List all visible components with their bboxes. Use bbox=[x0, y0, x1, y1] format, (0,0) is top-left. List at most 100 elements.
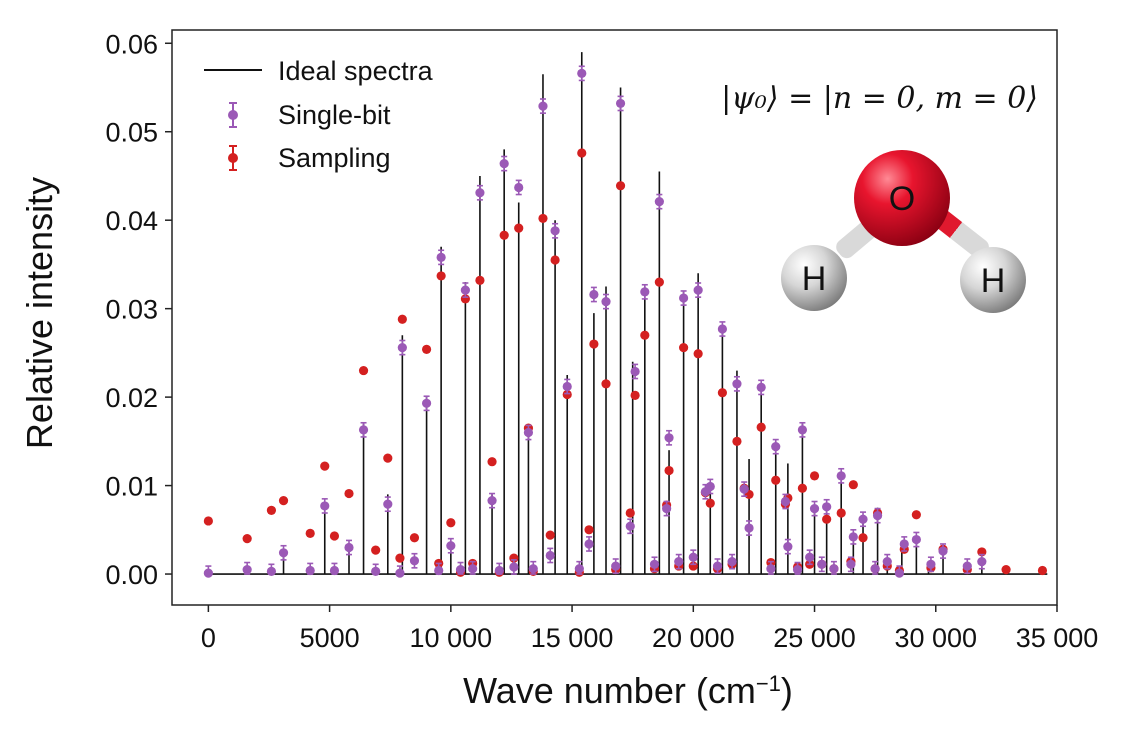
single-bit-point bbox=[792, 565, 803, 575]
legend-marker-sampling bbox=[228, 153, 238, 163]
legend-marker-single-bit bbox=[228, 110, 238, 120]
single-bit-point bbox=[649, 559, 660, 569]
single-bit-point bbox=[615, 98, 626, 109]
sampling-point bbox=[371, 545, 381, 555]
single-bit-point bbox=[771, 442, 781, 452]
legend: Ideal spectra Single-bit Sampling bbox=[204, 56, 434, 173]
hydrogen-atom-left bbox=[781, 245, 847, 311]
sampling-point bbox=[305, 528, 315, 538]
sampling-point bbox=[538, 213, 548, 224]
single-bit-point bbox=[783, 542, 793, 552]
single-bit-point bbox=[455, 565, 466, 575]
single-bit-point bbox=[899, 539, 909, 549]
single-bit-point bbox=[509, 562, 519, 572]
single-bit-point bbox=[436, 252, 446, 262]
sampling-point bbox=[858, 533, 868, 543]
single-bit-point bbox=[589, 289, 599, 300]
single-bit-point bbox=[562, 381, 572, 392]
y-tick-label: 0.00 bbox=[105, 560, 158, 590]
single-bit-point bbox=[514, 182, 524, 193]
hydrogen-label-left: H bbox=[802, 260, 827, 298]
sampling-point bbox=[756, 422, 766, 432]
single-bit-point bbox=[848, 532, 858, 542]
single-bit-point bbox=[712, 561, 723, 571]
sampling-point bbox=[809, 471, 820, 481]
single-bit-point bbox=[397, 342, 407, 353]
sampling-point bbox=[550, 255, 560, 265]
single-bit-point bbox=[584, 539, 594, 549]
single-bit-point bbox=[739, 484, 749, 494]
single-bit-point bbox=[523, 427, 534, 438]
single-bit-point bbox=[329, 565, 340, 576]
hydrogen-label-right: H bbox=[981, 262, 1006, 300]
single-bit-point bbox=[938, 546, 948, 556]
single-bit-point bbox=[266, 566, 277, 576]
single-bit-point bbox=[911, 534, 921, 545]
single-bit-point bbox=[538, 101, 548, 111]
single-bit-point bbox=[203, 568, 213, 578]
sampling-point bbox=[383, 453, 393, 463]
single-bit-point bbox=[705, 481, 715, 492]
single-bit-point bbox=[780, 496, 791, 507]
sampling-point bbox=[436, 271, 446, 281]
sampling-point bbox=[344, 488, 354, 499]
single-bit-point bbox=[717, 324, 727, 334]
initial-state-annotation: |ψ₀⟩ = |n = 0, m = 0⟩ bbox=[721, 81, 1038, 116]
legend-label-single-bit: Single-bit bbox=[278, 100, 391, 130]
x-axis-title: Wave number (cm−1) bbox=[463, 670, 793, 711]
single-bit-point bbox=[278, 548, 289, 558]
single-bit-point bbox=[499, 158, 509, 169]
sampling-point bbox=[421, 344, 432, 354]
single-bit-point bbox=[674, 557, 684, 567]
sampling-point bbox=[397, 314, 407, 324]
single-bit-point bbox=[836, 471, 846, 481]
single-bit-point bbox=[409, 556, 420, 566]
sampling-point bbox=[693, 349, 703, 359]
sampling-point bbox=[664, 465, 674, 476]
sampling-point bbox=[358, 365, 369, 376]
single-bit-point bbox=[744, 523, 754, 533]
x-tick-label: 25 000 bbox=[773, 623, 856, 653]
y-tick-label: 0.01 bbox=[105, 472, 158, 502]
y-tick-label: 0.05 bbox=[105, 118, 158, 148]
single-bit-point bbox=[358, 425, 369, 435]
single-bit-point bbox=[679, 293, 689, 303]
single-bit-point bbox=[756, 382, 766, 392]
single-bit-point bbox=[870, 564, 880, 574]
sampling-point bbox=[630, 390, 640, 400]
single-bit-point bbox=[693, 285, 703, 295]
y-axis-title: Relative intensity bbox=[19, 177, 60, 449]
single-bit-point bbox=[434, 565, 444, 576]
sampling-point bbox=[1001, 565, 1011, 575]
ideal-spectra-sticks bbox=[282, 52, 983, 575]
single-bit-point bbox=[766, 564, 776, 574]
single-bit-point bbox=[460, 285, 470, 295]
sampling-point bbox=[475, 275, 485, 285]
sampling-point bbox=[499, 230, 509, 240]
sampling-point bbox=[911, 510, 921, 520]
y-tick-label: 0.04 bbox=[105, 206, 158, 236]
sampling-point bbox=[545, 530, 555, 540]
single-bit-point bbox=[727, 557, 737, 567]
sampling-point bbox=[395, 553, 405, 563]
single-bit-point bbox=[817, 559, 827, 569]
x-tick-label: 20 000 bbox=[652, 623, 735, 653]
single-bit-point bbox=[962, 561, 972, 571]
sampling-point bbox=[577, 148, 587, 158]
sampling-point bbox=[717, 388, 727, 398]
single-bit-point bbox=[797, 425, 808, 435]
single-bit-point bbox=[664, 433, 674, 443]
sampling-point bbox=[562, 389, 572, 400]
single-bit-point bbox=[446, 541, 456, 551]
single-bit-point bbox=[601, 296, 611, 307]
sampling-point bbox=[848, 480, 858, 490]
single-bit-point bbox=[383, 499, 393, 509]
x-tick-label: 10 000 bbox=[410, 623, 493, 653]
single-bit-point bbox=[487, 496, 497, 506]
single-bit-point bbox=[640, 287, 650, 297]
sampling-point bbox=[654, 277, 664, 287]
x-axis-ticks: 0 5000 10 000 15 000 20 000 25 000 30 000 35 00… bbox=[201, 605, 1098, 653]
sampling-point bbox=[446, 518, 456, 528]
single-bit-point bbox=[371, 566, 381, 576]
